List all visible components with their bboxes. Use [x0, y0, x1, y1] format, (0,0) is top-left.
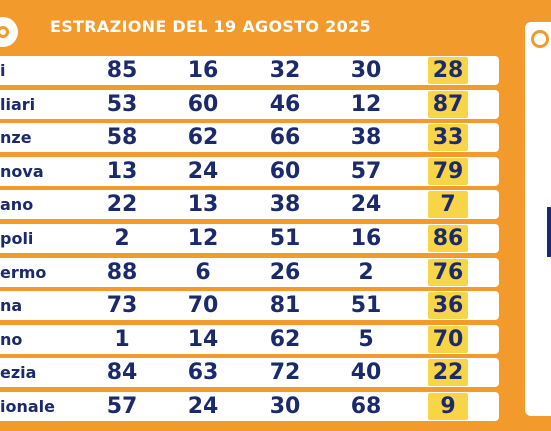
drawn-number: 2 — [114, 226, 130, 251]
drawn-number: 57 — [106, 394, 138, 419]
highlight-cell — [428, 157, 468, 185]
side-panel — [525, 22, 551, 416]
drawn-number: 30 — [350, 58, 382, 83]
highlight-cell — [428, 359, 468, 387]
drawn-number: 60 — [269, 158, 301, 184]
city-name: poli — [0, 229, 34, 248]
drawn-number: 84 — [106, 360, 138, 386]
highlight-number: 33 — [432, 125, 464, 151]
drawn-number: 81 — [269, 293, 301, 319]
city-name: liari — [0, 94, 36, 114]
table-row: ermo 88 6 26 2 76 — [0, 257, 499, 287]
drawn-number: 38 — [350, 125, 382, 151]
drawn-number: 46 — [269, 91, 301, 117]
highlight-number: 7 — [440, 192, 456, 218]
drawn-number: 40 — [350, 360, 382, 386]
drawn-number: 16 — [187, 58, 219, 83]
highlight-cell — [428, 393, 468, 420]
panel-mark — [547, 207, 551, 257]
drawn-number: 73 — [106, 293, 138, 319]
drawn-number: 13 — [106, 158, 138, 184]
drawn-number: 38 — [269, 192, 301, 218]
drawn-number: 24 — [350, 192, 382, 218]
highlight-cell — [428, 124, 468, 152]
drawn-number: 63 — [187, 360, 219, 386]
drawn-number: 6 — [195, 259, 211, 285]
drawn-number: 24 — [187, 158, 219, 184]
drawn-number: 66 — [269, 125, 301, 151]
drawn-number: 70 — [187, 293, 219, 319]
table-row: no 1 14 62 5 70 — [0, 324, 499, 354]
drawn-number: 2 — [358, 259, 374, 285]
table-row: na 73 70 81 51 36 — [0, 291, 499, 321]
city-name: no — [0, 329, 23, 349]
drawn-number: 1 — [114, 326, 130, 352]
table-row: ionale 57 24 30 68 9 — [0, 392, 499, 421]
highlight-number: 76 — [432, 259, 464, 285]
highlight-number: 79 — [432, 158, 464, 184]
drawn-number: 13 — [187, 192, 219, 218]
table-row: nze 58 62 66 38 33 — [0, 123, 499, 153]
drawn-number: 51 — [269, 226, 301, 251]
highlight-cell — [428, 292, 468, 320]
city-name: nova — [0, 161, 44, 181]
highlight-number: 22 — [432, 360, 464, 386]
city-name: ezia — [0, 363, 37, 383]
drawn-number: 12 — [350, 91, 382, 117]
city-name: ionale — [0, 397, 55, 416]
drawn-number: 60 — [187, 91, 219, 117]
table-row: nova 13 24 60 57 79 — [0, 156, 499, 186]
drawn-number: 53 — [106, 91, 138, 117]
header-title: ESTRAZIONE DEL 19 AGOSTO 2025 — [50, 17, 371, 36]
drawn-number: 58 — [106, 125, 138, 151]
drawn-number: 62 — [187, 125, 219, 151]
logo-icon — [0, 17, 18, 47]
city-name: ermo — [0, 262, 47, 282]
city-name: ano — [0, 195, 34, 215]
highlight-number: 86 — [432, 226, 464, 251]
drawn-number: 85 — [106, 58, 138, 83]
drawn-number: 26 — [269, 259, 301, 285]
highlight-cell — [428, 258, 468, 286]
highlight-number: 28 — [432, 58, 464, 83]
drawn-number: 24 — [187, 394, 219, 419]
drawn-number: 14 — [187, 326, 219, 352]
highlight-number: 9 — [440, 394, 456, 419]
table-row: ezia 84 63 72 40 22 — [0, 358, 499, 388]
city-name: i — [0, 61, 6, 80]
highlight-number: 70 — [432, 326, 464, 352]
table-row: poli 2 12 51 16 86 — [0, 224, 499, 253]
highlight-cell — [428, 57, 468, 84]
table-row: i 85 16 32 30 28 — [0, 56, 499, 85]
drawn-number: 5 — [358, 326, 374, 352]
table-row: liari 53 60 46 12 87 — [0, 89, 499, 119]
drawn-number: 12 — [187, 226, 219, 251]
drawn-number: 88 — [106, 259, 138, 285]
table-row: ano 22 13 38 24 7 — [0, 190, 499, 220]
drawn-number: 16 — [350, 226, 382, 251]
highlight-number: 36 — [432, 293, 464, 319]
drawn-number: 30 — [269, 394, 301, 419]
drawn-number: 32 — [269, 58, 301, 83]
highlight-number: 87 — [432, 91, 464, 117]
highlight-cell — [428, 191, 468, 219]
panel-logo — [531, 30, 549, 48]
highlight-cell — [428, 90, 468, 118]
highlight-cell — [428, 325, 468, 353]
city-name: na — [0, 296, 23, 316]
drawn-number: 22 — [106, 192, 138, 218]
highlight-cell — [428, 225, 468, 252]
drawn-number: 72 — [269, 360, 301, 386]
drawn-number: 51 — [350, 293, 382, 319]
drawn-number: 68 — [350, 394, 382, 419]
drawn-number: 57 — [350, 158, 382, 184]
drawn-number: 62 — [269, 326, 301, 352]
city-name: nze — [0, 128, 32, 148]
